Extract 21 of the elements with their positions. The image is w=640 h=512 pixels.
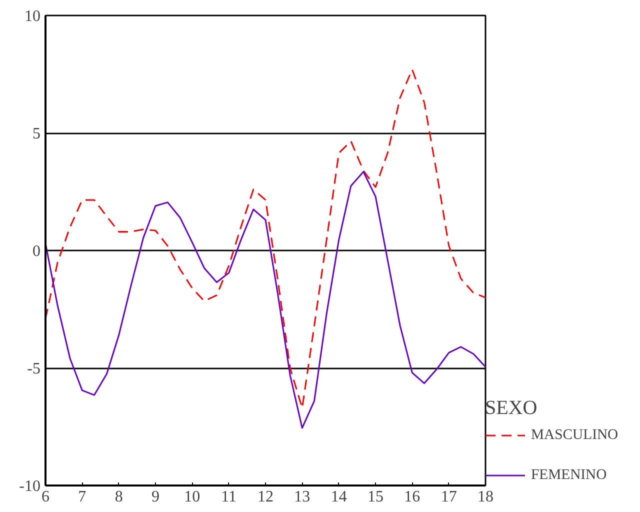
x-tick-label: 10 — [184, 488, 200, 506]
x-tick-label: 6 — [42, 488, 50, 506]
x-tick-label: 16 — [404, 488, 420, 506]
legend-label: MASCULINO — [531, 426, 618, 444]
x-tick-label: 18 — [478, 488, 494, 506]
x-tick-label: 12 — [258, 488, 274, 506]
x-tick-label: 17 — [440, 488, 457, 506]
x-tick-label: 7 — [78, 488, 86, 506]
y-tick-label: -10 — [19, 478, 40, 495]
legend-label: FEMENINO — [531, 466, 607, 484]
y-tick-label: 10 — [24, 8, 40, 25]
x-tick-label: 8 — [114, 488, 123, 506]
y-tick-label: -5 — [27, 360, 40, 378]
x-tick-label: 11 — [221, 488, 237, 506]
x-tick-label: 14 — [330, 488, 347, 506]
x-tick-label: 13 — [294, 488, 310, 506]
x-tick-label: 9 — [152, 488, 160, 506]
y-tick-label: 0 — [32, 243, 40, 260]
y-tick-label: 5 — [32, 126, 40, 142]
line-series — [46, 171, 486, 429]
x-tick-label: 15 — [368, 488, 384, 506]
